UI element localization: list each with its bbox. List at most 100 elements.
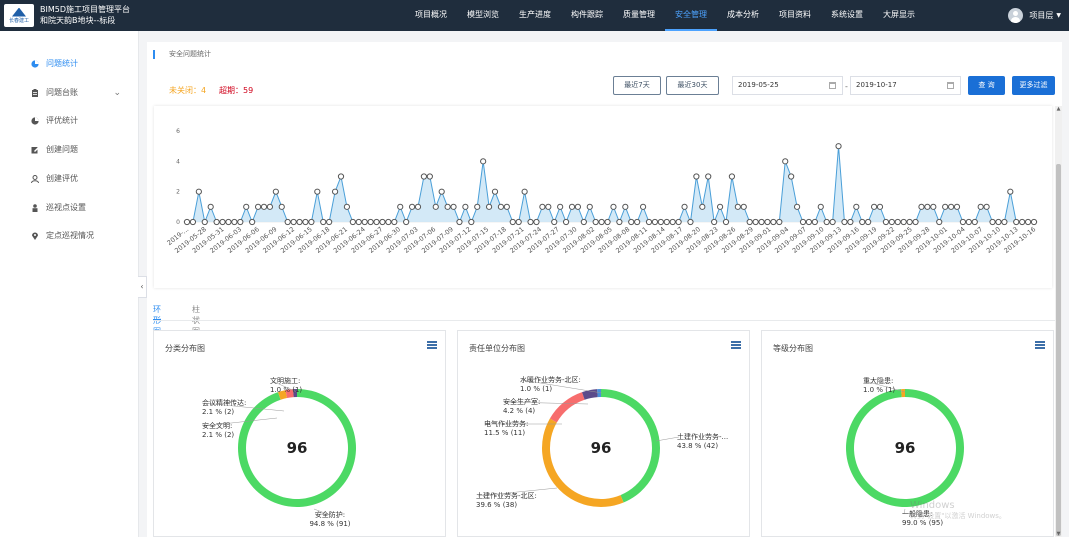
nav-item-safety[interactable]: 安全管理 [665,0,717,31]
donut-slice[interactable] [597,389,601,398]
line-point[interactable] [734,203,741,210]
line-point[interactable] [225,218,232,226]
line-point[interactable] [758,218,765,226]
line-point[interactable] [965,218,972,226]
scroll-down-icon[interactable]: ▼ [1056,531,1061,537]
line-point[interactable] [539,203,546,210]
line-point[interactable] [859,218,866,226]
line-point[interactable] [1007,188,1014,195]
line-point[interactable] [207,203,214,210]
line-point[interactable] [574,203,582,210]
sidebar-item-create-issue[interactable]: 创建问题 [0,139,139,161]
line-point[interactable] [598,218,605,226]
line-point[interactable] [959,218,967,226]
line-point[interactable] [989,218,996,226]
line-point[interactable] [971,218,978,226]
line-point[interactable] [788,173,795,180]
line-point[interactable] [936,218,943,226]
tab-bar[interactable]: 柱状图 [192,305,200,336]
line-point[interactable] [243,203,250,210]
line-point[interactable] [527,218,534,226]
line-point[interactable] [533,218,540,226]
line-point[interactable] [622,203,629,210]
user-name[interactable]: 项目层 [1029,10,1054,20]
line-point[interactable] [361,218,368,226]
line-point[interactable] [491,188,499,195]
donut-slice[interactable] [601,389,660,503]
line-point[interactable] [1013,218,1020,226]
line-point[interactable] [249,218,256,226]
line-point[interactable] [669,218,676,226]
line-point[interactable] [722,218,730,226]
line-point[interactable] [782,158,789,165]
donut-slice[interactable] [582,389,598,400]
line-point[interactable] [817,203,824,210]
avatar[interactable] [1008,7,1024,23]
line-point[interactable] [379,218,386,226]
line-point[interactable] [580,218,587,226]
line-point[interactable] [414,203,422,210]
line-point[interactable] [829,218,836,226]
line-point[interactable] [438,188,445,195]
line-point[interactable] [284,218,291,226]
calendar-icon[interactable] [829,82,836,89]
nav-item-big-screen[interactable]: 大屏显示 [883,10,915,19]
line-point[interactable] [953,203,961,210]
line-point[interactable] [456,218,463,226]
line-point[interactable] [847,218,854,226]
line-point[interactable] [592,218,599,226]
line-point[interactable] [628,218,635,226]
line-point[interactable] [930,203,937,210]
line-point[interactable] [894,218,901,226]
line-point[interactable] [562,218,570,226]
line-point[interactable] [918,203,925,210]
line-point[interactable] [278,203,285,210]
line-point[interactable] [746,218,753,226]
line-point[interactable] [835,143,842,150]
line-point[interactable] [699,203,706,210]
sidebar-item-award-stats[interactable]: 评优统计 [0,110,139,132]
line-point[interactable] [183,218,191,226]
line-point[interactable] [290,218,297,226]
tab-donut[interactable]: 环形图 [153,304,161,336]
line-point[interactable] [681,203,688,210]
line-point[interactable] [823,218,830,226]
line-point[interactable] [900,218,907,226]
line-point[interactable] [320,218,327,226]
line-point[interactable] [805,218,813,226]
line-point[interactable] [610,203,617,210]
line-point[interactable] [391,218,398,226]
nav-item-project-overview[interactable]: 项目概况 [415,10,447,19]
last-30-days-button[interactable]: 最近30天 [666,76,719,95]
line-point[interactable] [634,218,641,226]
donut-slice[interactable] [293,389,297,398]
line-point[interactable] [663,218,670,226]
line-point[interactable] [420,173,428,180]
nav-item-project-documents[interactable]: 项目资料 [779,10,811,19]
chevron-down-icon[interactable]: ⌄ [113,88,121,98]
donut-slice[interactable] [278,390,288,400]
line-point[interactable] [545,203,552,210]
nav-item-model-browse[interactable]: 模型浏览 [467,10,499,19]
user-menu[interactable]: 项目层 ▼ [1008,6,1061,24]
line-point[interactable] [426,173,433,180]
line-point[interactable] [408,203,416,210]
sidebar-item-patrol-point-settings[interactable]: 巡视点设置 [0,197,139,219]
line-point[interactable] [231,218,238,226]
scroll-up-icon[interactable]: ▲ [1056,106,1061,112]
line-point[interactable] [521,188,528,195]
end-date-input[interactable]: 2019-10-17 [850,76,961,95]
line-point[interactable] [799,218,807,226]
line-point[interactable] [450,203,457,210]
line-point[interactable] [586,203,593,210]
line-point[interactable] [497,203,505,210]
nav-item-cost-analysis[interactable]: 成本分析 [727,10,759,19]
line-point[interactable] [485,203,493,210]
line-point[interactable] [195,188,202,195]
line-point[interactable] [947,203,955,210]
sidebar-item-fixed-patrol-status[interactable]: 定点巡视情况 [0,225,139,247]
line-point[interactable] [551,218,558,226]
line-point[interactable] [462,203,469,210]
line-point[interactable] [639,203,647,210]
line-point[interactable] [1024,218,1032,226]
